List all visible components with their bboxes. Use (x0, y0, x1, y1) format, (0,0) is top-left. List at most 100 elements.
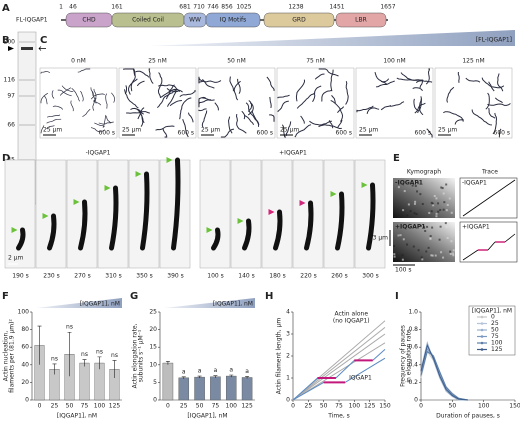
kymograph-noise (439, 225, 442, 228)
legend-marker (480, 341, 484, 345)
time-label: 600 s (99, 130, 116, 137)
filament (198, 108, 207, 112)
y-axis-label: Actin elongation rate, (132, 323, 139, 388)
filament (90, 87, 94, 96)
concentration-label: 100 nM (383, 58, 405, 65)
series-line (292, 327, 386, 401)
y-tick-label: 0.6 (408, 344, 418, 351)
filament (300, 115, 305, 124)
gel-arrow (38, 46, 46, 51)
x-tick-label: 125 (364, 403, 376, 410)
kymograph-noise (440, 251, 443, 254)
kymograph-noise (412, 245, 415, 248)
kymograph-noise (435, 197, 438, 200)
kymograph-noise (416, 190, 419, 193)
filament-blob (16, 227, 26, 251)
annotation: Actin alone (334, 311, 368, 318)
error-bar (245, 376, 250, 379)
significance-label: ns (96, 348, 103, 355)
filament (46, 118, 62, 124)
timelapse-frame (66, 159, 98, 269)
kymograph-noise (441, 187, 444, 190)
x-axis-label: Time, s (327, 413, 350, 420)
filament (106, 116, 112, 124)
legend-label: 50 (491, 327, 499, 334)
kymograph-noise (413, 212, 416, 215)
kymograph-noise (401, 254, 404, 257)
residue-label: 1 (59, 4, 63, 11)
filament-blob (140, 171, 150, 251)
timelapse-frame (97, 159, 129, 269)
error-bar (229, 374, 234, 378)
timelapse-frame (323, 159, 355, 269)
filament (233, 80, 241, 101)
kymograph-noise (409, 210, 412, 213)
y-tick-label: 3 (286, 331, 290, 338)
ramp-label: [FL-IQGAP1] (476, 37, 512, 44)
y-tick-label: 20 (149, 326, 157, 333)
concentration-label: 75 nM (306, 58, 325, 65)
panel-label: A (2, 3, 10, 14)
y-tick-label: 60 (21, 344, 29, 351)
filament (356, 105, 374, 113)
panel-label: C (40, 35, 47, 46)
kymograph-noise (445, 209, 448, 212)
filament (229, 76, 234, 92)
timelapse-frame (261, 159, 293, 269)
timelapse-frame (4, 159, 36, 269)
filament (77, 68, 91, 73)
residue-label: 46 (69, 4, 77, 11)
y-tick-label: 25 (149, 309, 157, 316)
filament (165, 88, 183, 100)
residue-label: 1238 (288, 4, 303, 11)
x-tick-label: 75 (212, 403, 220, 410)
kymograph-noise (432, 204, 435, 207)
column-header: Kymograph (407, 169, 441, 176)
scale-bar-label: 25 µm (201, 127, 220, 134)
kymograph-noise (452, 249, 455, 252)
filament (419, 79, 424, 89)
y-tick-label: 0.4 (408, 361, 418, 368)
filament (187, 112, 194, 123)
y-tick-label: 2 (286, 353, 290, 360)
filament (82, 108, 91, 117)
scale-bar-label: 25 µm (359, 127, 378, 134)
kymograph-noise (446, 203, 449, 206)
filament (57, 89, 72, 97)
kymograph-noise (435, 212, 438, 215)
time-label: 600 s (336, 130, 353, 137)
kymograph-noise (414, 181, 417, 184)
ramp (36, 298, 122, 308)
filament (492, 112, 498, 135)
kymograph-noise (414, 185, 417, 188)
gel-marker: 97 (7, 93, 15, 100)
x-tick-label: 100 (349, 403, 361, 410)
filament (92, 98, 97, 111)
filament (102, 114, 107, 128)
legend-label: 125 (491, 346, 503, 353)
scale-bar-label: 25 µm (43, 127, 62, 134)
filament (266, 76, 275, 91)
filament (412, 87, 423, 92)
filament (136, 80, 145, 87)
filament (337, 119, 343, 128)
y-axis-label: Actin nucleation, (3, 331, 10, 381)
y-axis-label: subunits s⁻¹ µM⁻¹ (138, 329, 145, 382)
filament (247, 102, 254, 116)
domain (335, 12, 387, 28)
filament-blob (273, 209, 283, 251)
filament (90, 127, 105, 133)
series-line (292, 349, 386, 401)
y-tick-label: 1 (286, 375, 290, 382)
concentration-label: 125 nM (462, 58, 484, 65)
kymograph-noise (422, 226, 425, 229)
kymograph-noise (417, 182, 420, 185)
filament (128, 78, 138, 95)
micrograph (197, 67, 276, 139)
error-bar (52, 363, 57, 375)
filament (498, 128, 502, 138)
filament (159, 84, 175, 99)
filament (337, 106, 345, 114)
kymograph-noise (429, 235, 432, 238)
